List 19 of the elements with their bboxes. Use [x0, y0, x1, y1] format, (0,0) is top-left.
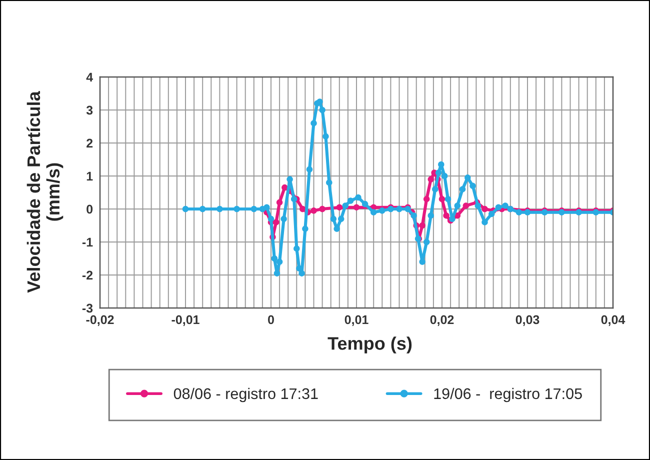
- x-tick-label: 0,01: [344, 315, 368, 326]
- x-tick-label: 0: [268, 315, 274, 324]
- y-tick-label: 1: [86, 172, 93, 181]
- x-tick-label: 0,04: [601, 315, 626, 326]
- legend-label: 08/06 - registro 17:31: [174, 388, 318, 402]
- y-axis-title: Velocidade de Partícula (mm/s): [26, 91, 64, 293]
- y-tick-label: 3: [86, 106, 93, 115]
- x-tick-label: 0,02: [430, 315, 454, 326]
- x-tick-label: -0,02: [86, 315, 114, 326]
- y-tick-label: -2: [82, 270, 93, 280]
- x-axis-title: Tempo (s): [328, 336, 412, 354]
- x-tick-label: -0,01: [172, 315, 200, 326]
- x-tick-label: 0,03: [516, 315, 540, 326]
- legend-label: 19/06 - registro 17:05: [434, 388, 582, 402]
- y-tick-label: -1: [82, 238, 93, 247]
- y-tick-label: 2: [86, 138, 93, 148]
- y-tick-label: -3: [82, 304, 93, 313]
- y-tick-label: 0: [86, 204, 93, 214]
- y-tick-label: 4: [86, 72, 93, 82]
